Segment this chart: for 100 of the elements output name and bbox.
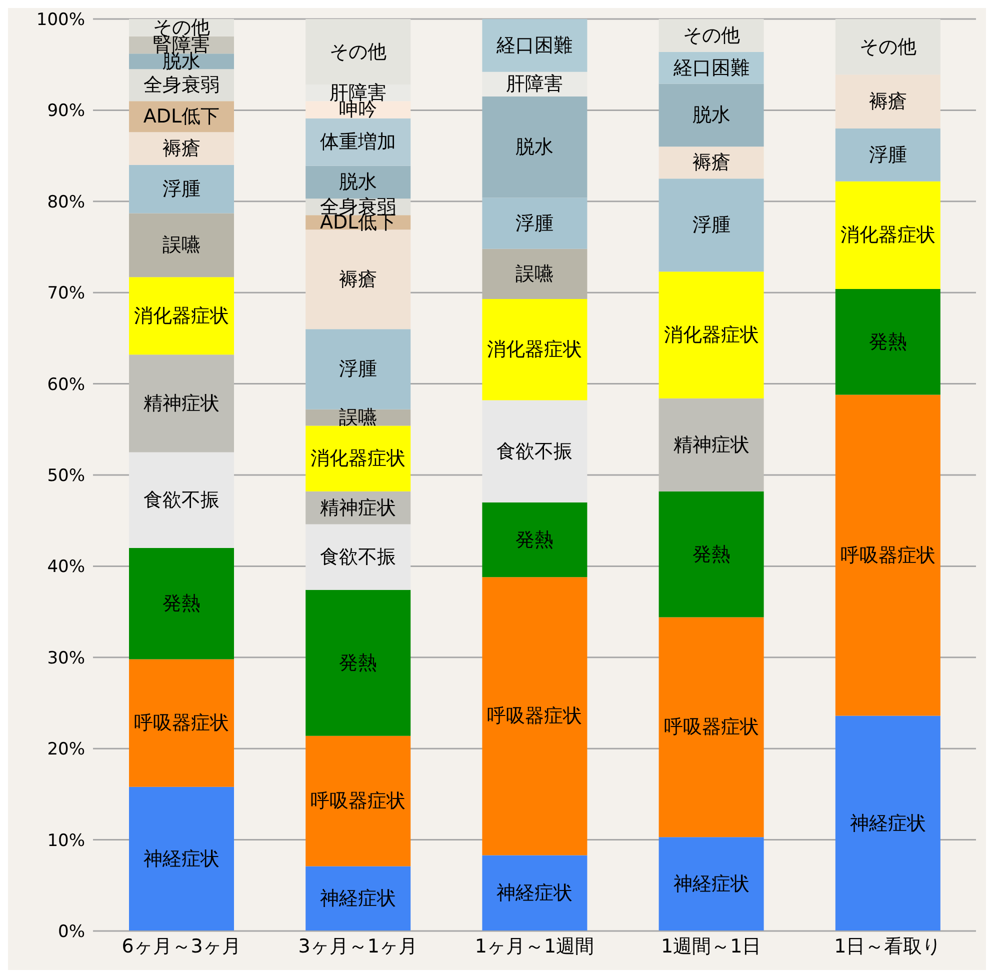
text: 脱水 bbox=[516, 136, 554, 158]
text: 褥瘡 bbox=[339, 268, 378, 290]
text: 発熱 bbox=[339, 652, 378, 674]
y-tick-label: 0% bbox=[58, 922, 85, 942]
text: 経口困難 bbox=[496, 34, 573, 56]
text: その他 bbox=[330, 40, 387, 63]
bar bbox=[658, 491, 764, 618]
text: 神経症状 bbox=[496, 882, 573, 904]
bar bbox=[129, 354, 234, 452]
bar bbox=[129, 132, 234, 165]
text: 呼吸器症状 bbox=[840, 544, 936, 566]
bar bbox=[482, 96, 588, 198]
text: 浮腫 bbox=[868, 144, 907, 166]
text: 発熱 bbox=[692, 543, 730, 566]
bar bbox=[306, 230, 411, 330]
y-tick-label: 30% bbox=[47, 648, 85, 668]
series-label: 呼吸器症状 bbox=[134, 712, 229, 734]
text: 神経症状 bbox=[850, 812, 926, 834]
x-tick-label: 3ヶ月～1ヶ月 bbox=[298, 935, 418, 958]
series-label: 褥瘡 bbox=[692, 152, 730, 174]
series-label: 発熱 bbox=[516, 528, 554, 551]
bar bbox=[129, 659, 234, 787]
y-tick-label: 10% bbox=[47, 830, 85, 851]
series-label: 消化器症状 bbox=[134, 304, 229, 327]
text: 消化器症状 bbox=[840, 224, 936, 246]
bar bbox=[306, 524, 411, 590]
text: 褥瘡 bbox=[162, 138, 200, 160]
bar bbox=[129, 786, 234, 931]
bar bbox=[306, 866, 411, 931]
text: 誤嚥 bbox=[516, 262, 554, 285]
text: 精神症状 bbox=[144, 392, 220, 414]
text: 神経症状 bbox=[673, 873, 750, 896]
text: 浮腫 bbox=[692, 214, 730, 236]
text: その他 bbox=[682, 24, 740, 46]
text: 浮腫 bbox=[339, 358, 378, 380]
series-label: 呻吟 bbox=[339, 98, 378, 121]
bar bbox=[835, 394, 940, 716]
bar bbox=[129, 164, 234, 214]
text: 発熱 bbox=[868, 330, 907, 353]
y-tick-label: 50% bbox=[47, 466, 85, 486]
bar bbox=[482, 502, 588, 578]
bar bbox=[658, 178, 764, 272]
text: 呼吸器症状 bbox=[487, 705, 582, 728]
text: 消化器症状 bbox=[664, 324, 759, 346]
bar bbox=[306, 329, 411, 410]
text: その他 bbox=[859, 36, 916, 58]
text: 浮腫 bbox=[516, 212, 554, 234]
bar bbox=[658, 84, 764, 147]
bar bbox=[129, 277, 234, 355]
series-label: 経口困難 bbox=[672, 56, 750, 79]
bar bbox=[482, 855, 588, 931]
bar bbox=[306, 590, 411, 736]
series-label: 精神症状 bbox=[320, 496, 396, 519]
bar bbox=[482, 298, 588, 400]
y-tick-label: 60% bbox=[47, 374, 85, 395]
series-label: 誤嚥 bbox=[339, 406, 378, 429]
y-tick-label: 100% bbox=[36, 10, 85, 30]
text: 褥瘡 bbox=[868, 90, 907, 113]
bar bbox=[835, 181, 940, 289]
series-label: 体重増加 bbox=[320, 131, 396, 154]
y-tick-label: 20% bbox=[47, 740, 85, 760]
bar bbox=[482, 577, 588, 856]
x-tick-label: 1ヶ月～1週間 bbox=[474, 935, 594, 958]
bar bbox=[482, 198, 588, 249]
bar bbox=[129, 213, 234, 278]
bar bbox=[658, 19, 764, 52]
text: 食欲不振 bbox=[496, 440, 573, 462]
bar bbox=[129, 548, 234, 660]
text: 呼吸器症状 bbox=[664, 716, 759, 738]
text: 脱水 bbox=[692, 104, 730, 126]
y-tick-label: 40% bbox=[47, 557, 85, 578]
text: 精神症状 bbox=[673, 434, 750, 456]
bar bbox=[835, 288, 940, 395]
text: 消化器症状 bbox=[487, 338, 582, 361]
series-label: 食欲不振 bbox=[144, 489, 220, 512]
y-tick-label: 70% bbox=[47, 284, 85, 304]
bar bbox=[658, 617, 764, 838]
text: 神経症状 bbox=[320, 888, 396, 910]
x-tick-label: 1日～看取り bbox=[834, 935, 942, 958]
bar bbox=[482, 400, 588, 502]
text: 脱水 bbox=[339, 171, 378, 194]
y-tick-label: 90% bbox=[47, 101, 85, 122]
text: 全身衰弱 bbox=[144, 74, 220, 96]
text: 呼吸器症状 bbox=[310, 790, 406, 812]
bar bbox=[306, 736, 411, 866]
bar bbox=[306, 166, 411, 199]
bar bbox=[129, 452, 234, 548]
y-tick-label: 80% bbox=[47, 192, 85, 212]
series-label: 浮腫 bbox=[162, 178, 200, 200]
text: 発熱 bbox=[162, 592, 200, 615]
bar bbox=[482, 248, 588, 299]
text: 誤嚥 bbox=[162, 234, 200, 256]
series-label: 神経症状 bbox=[144, 848, 220, 870]
x-tick-label: 1週間～1日 bbox=[661, 935, 762, 958]
bar bbox=[658, 146, 764, 179]
x-tick-label: 6ヶ月～3ヶ月 bbox=[122, 935, 241, 958]
bar bbox=[835, 128, 940, 182]
bar bbox=[306, 426, 411, 492]
bar bbox=[658, 837, 764, 931]
bar bbox=[482, 19, 588, 72]
